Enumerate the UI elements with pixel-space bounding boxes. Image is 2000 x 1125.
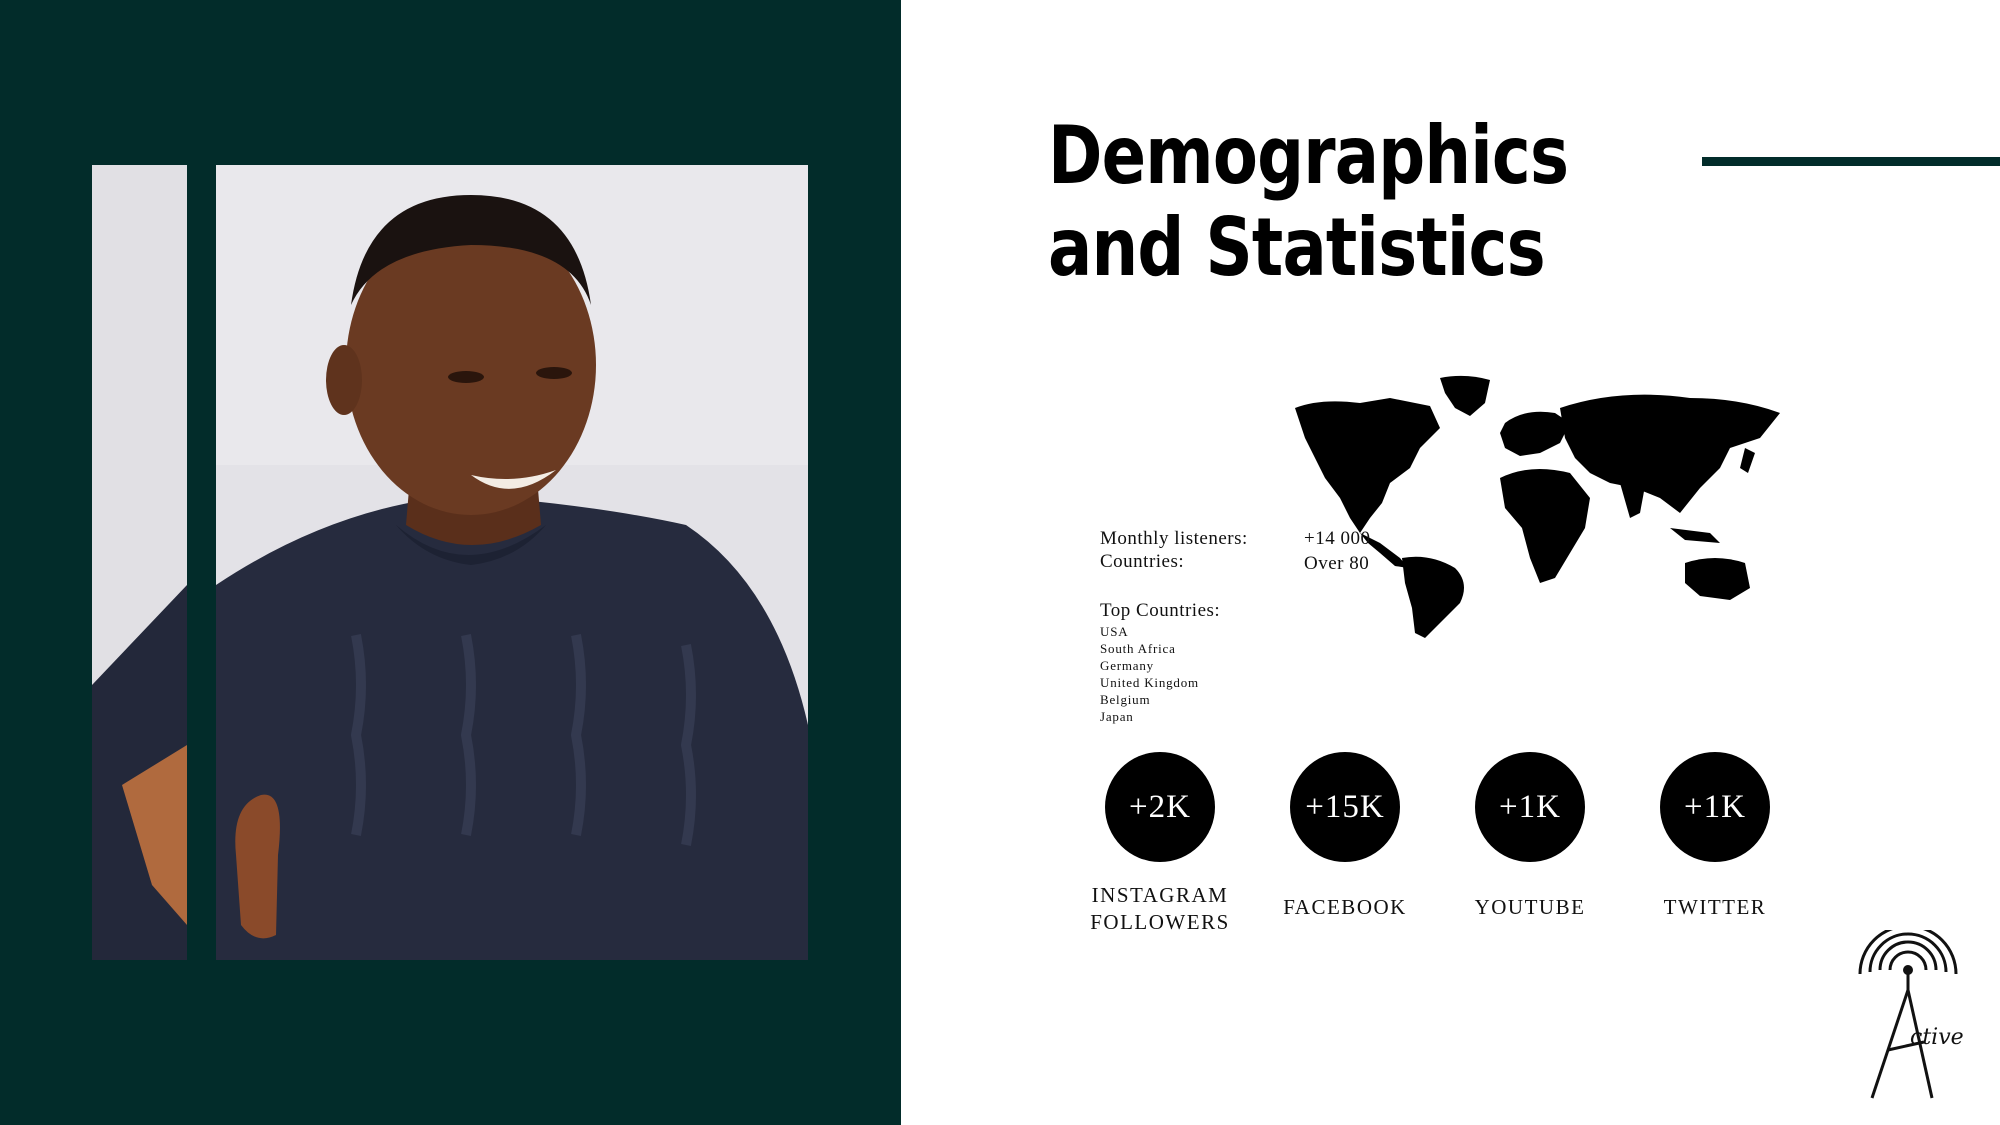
countries-value: Over 80 (1304, 553, 1370, 574)
youtube-label: YOUTUBE (1474, 895, 1586, 919)
youtube-stat: +1K YOUTUBE (1430, 752, 1630, 921)
facebook-stat: +15K FACEBOOK (1245, 752, 1445, 921)
slide-title: Demographics and Statistics (1048, 109, 1569, 294)
monthly-listeners-label: Monthly listeners: (1100, 528, 1248, 549)
portrait-photo-strip-left (92, 165, 187, 960)
country-item: Belgium (1100, 692, 1151, 707)
instagram-label: INSTAGRAM FOLLOWERS (1060, 882, 1260, 936)
twitter-label: TWITTER (1663, 895, 1767, 919)
world-map-icon (1295, 375, 1780, 638)
country-item: South Africa (1100, 641, 1176, 656)
top-countries-heading: Top Countries: (1100, 600, 1221, 621)
radio-tower-icon (1858, 930, 1958, 1099)
country-item: Germany (1100, 658, 1154, 673)
youtube-count-bubble: +1K (1475, 752, 1585, 862)
instagram-label-line1: INSTAGRAM (1091, 883, 1229, 907)
instagram-stat: +2K INSTAGRAM FOLLOWERS (1060, 752, 1260, 936)
country-item: United Kingdom (1100, 675, 1199, 690)
instagram-count-bubble: +2K (1105, 752, 1215, 862)
twitter-count-bubble: +1K (1660, 752, 1770, 862)
photo-panel (0, 0, 901, 1125)
facebook-count-bubble: +15K (1290, 752, 1400, 862)
top-countries-list: USA South Africa Germany United Kingdom … (1100, 623, 1199, 725)
monthly-listeners-value: +14 000 (1304, 528, 1371, 549)
twitter-stat: +1K TWITTER (1615, 752, 1815, 921)
portrait-photo (216, 165, 808, 960)
title-accent-rule (1702, 157, 2000, 166)
instagram-label-line2: FOLLOWERS (1090, 910, 1230, 934)
brand-logo-text: ctive (1910, 1025, 1964, 1050)
countries-label: Countries: (1100, 551, 1185, 572)
country-item: USA (1100, 624, 1129, 639)
facebook-label: FACEBOOK (1283, 895, 1407, 919)
country-item: Japan (1100, 709, 1134, 724)
